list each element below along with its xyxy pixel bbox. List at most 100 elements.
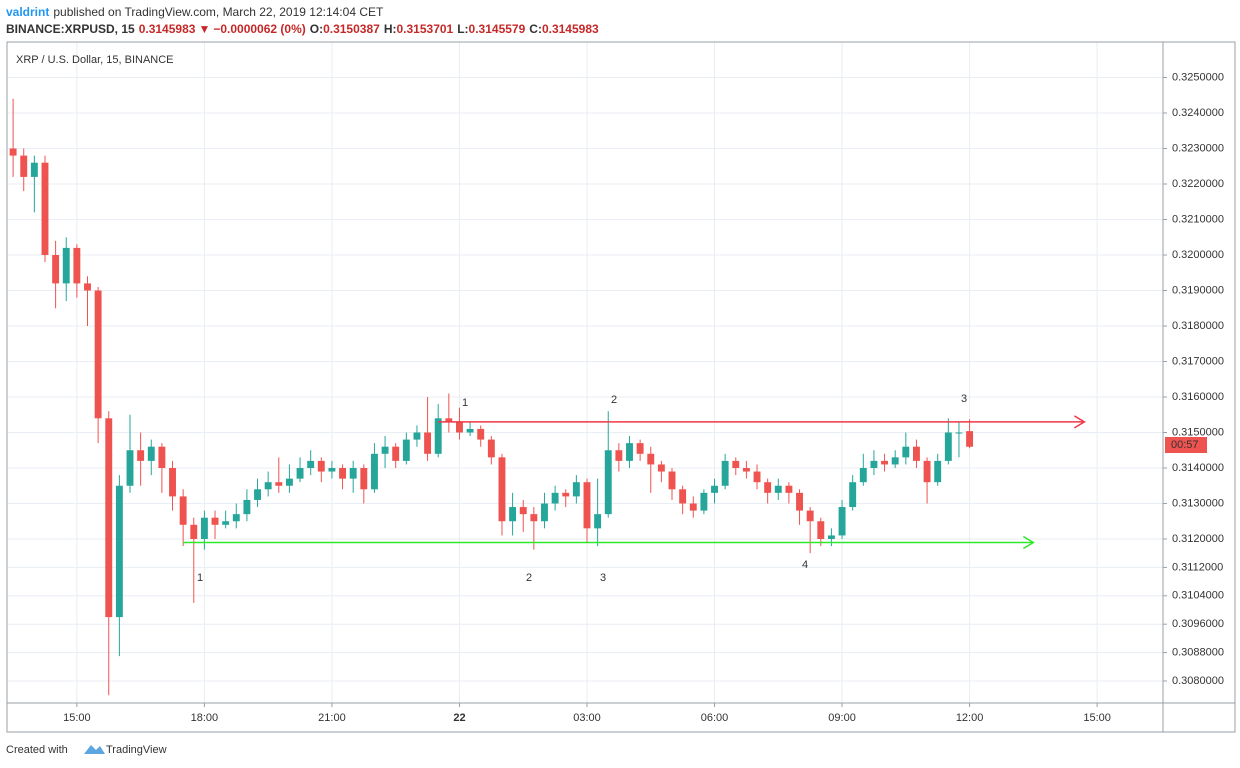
candle-body	[742, 467, 750, 472]
candle-body	[572, 482, 580, 497]
y-tick-label: 0.3160000	[1172, 391, 1224, 403]
candle-body	[615, 450, 623, 461]
candle-body	[753, 471, 761, 483]
candle-body	[339, 467, 347, 479]
candle-body	[115, 485, 123, 618]
h-label: H:	[384, 22, 397, 36]
y-tick-label: 0.3130000	[1172, 497, 1224, 509]
y-tick-label: 0.3170000	[1172, 355, 1224, 367]
candle-body	[923, 460, 931, 483]
footer-brand: TradingView	[106, 744, 167, 756]
y-tick-label: 0.3250000	[1172, 71, 1224, 83]
h: 0.3153701	[396, 22, 453, 36]
l-label: L:	[457, 22, 468, 36]
y-tick-label: 0.3140000	[1172, 462, 1224, 474]
published: published on TradingView.com, March 22, …	[53, 5, 384, 19]
candle-body	[806, 510, 814, 522]
candle-body	[657, 464, 665, 472]
candle-body	[668, 471, 676, 490]
candle-body	[636, 443, 644, 454]
candle-body	[360, 467, 368, 490]
candle-body	[700, 492, 708, 511]
o-label: O:	[310, 22, 323, 36]
candle-body	[62, 247, 70, 284]
candle-body	[509, 507, 517, 522]
level-label: 3	[961, 393, 967, 405]
y-tick-label: 0.3220000	[1172, 178, 1224, 190]
candle-body	[849, 482, 857, 508]
candle-body	[647, 453, 655, 465]
candle-body	[158, 446, 166, 468]
candle-body	[434, 418, 442, 454]
candle-body	[275, 482, 283, 486]
x-tick-label: 15:00	[63, 712, 91, 724]
candle-body	[307, 460, 315, 468]
x-tick-label: 03:00	[573, 712, 601, 724]
candle-body	[30, 162, 38, 177]
candle-body	[41, 162, 49, 255]
candle-body	[902, 446, 910, 458]
level-arrow	[1022, 535, 1035, 550]
candle-body	[147, 446, 155, 461]
candle-body	[190, 524, 198, 539]
candle-body	[764, 482, 772, 493]
y-tick-label: 0.3200000	[1172, 249, 1224, 261]
level-label: 4	[802, 559, 808, 571]
candle-body	[891, 457, 899, 465]
x-tick-label: 06:00	[701, 712, 729, 724]
candle-body	[285, 478, 293, 486]
c: 0.3145983	[542, 22, 599, 36]
header-line-1: valdrint published on TradingView.com, Ma…	[6, 5, 384, 19]
y-tick-label: 0.3104000	[1172, 590, 1224, 602]
candle-body	[498, 457, 506, 522]
candle-body	[169, 467, 176, 497]
y-tick-label: 0.3088000	[1172, 646, 1224, 658]
y-tick-label: 0.3240000	[1172, 107, 1224, 119]
candle-body	[689, 503, 697, 511]
footer-created: Created with	[6, 744, 68, 756]
candle-body	[73, 247, 81, 284]
candle-body	[381, 446, 389, 454]
countdown-tag	[1165, 437, 1207, 453]
candle-body	[594, 514, 602, 529]
candle-body	[126, 450, 134, 486]
candle-body	[137, 450, 145, 461]
candle-body	[328, 467, 336, 472]
candle-body	[870, 460, 878, 468]
countdown: 00:57	[1171, 439, 1199, 451]
candle-body	[413, 432, 421, 440]
level-label: 1	[197, 572, 203, 584]
candle-body	[519, 507, 527, 515]
c-label: C:	[529, 22, 542, 36]
candle-body	[541, 503, 548, 522]
chart-title: XRP / U.S. Dollar, 15, BINANCE	[16, 54, 174, 66]
candle-body	[296, 467, 304, 479]
candle-body	[487, 439, 495, 458]
candle-body	[966, 431, 974, 447]
y-tick-label: 0.3180000	[1172, 320, 1224, 332]
level-label: 2	[526, 572, 532, 584]
candle-body	[477, 428, 485, 440]
level-label: 1	[462, 397, 468, 409]
y-tick-label: 0.3080000	[1172, 675, 1224, 687]
level-label: 2	[611, 394, 617, 406]
candle-body	[456, 421, 463, 433]
candle-body	[243, 499, 251, 515]
candle-body	[392, 446, 400, 461]
brand-logo	[84, 745, 105, 754]
author: valdrint	[6, 5, 49, 19]
candle-body	[200, 517, 208, 539]
level-arrow	[1073, 415, 1086, 429]
chart-frame	[6, 41, 1236, 733]
candle-body	[859, 467, 867, 483]
symbol: BINANCE:XRPUSD, 15	[6, 22, 135, 36]
candle-body	[934, 460, 942, 483]
candle-body	[105, 418, 113, 618]
plot: 0.3080000 0.3088000 0.3096000 0.3104000 0.31…	[8, 42, 1224, 724]
candle-body	[721, 460, 729, 486]
x-tick-label: 15:00	[1083, 712, 1111, 724]
candle-body	[955, 432, 963, 434]
candle-body	[711, 485, 718, 493]
candle-body	[838, 507, 846, 536]
header-line-2: BINANCE:XRPUSD, 15 0.3145983 ▼ −0.0000062 (…	[6, 22, 599, 36]
